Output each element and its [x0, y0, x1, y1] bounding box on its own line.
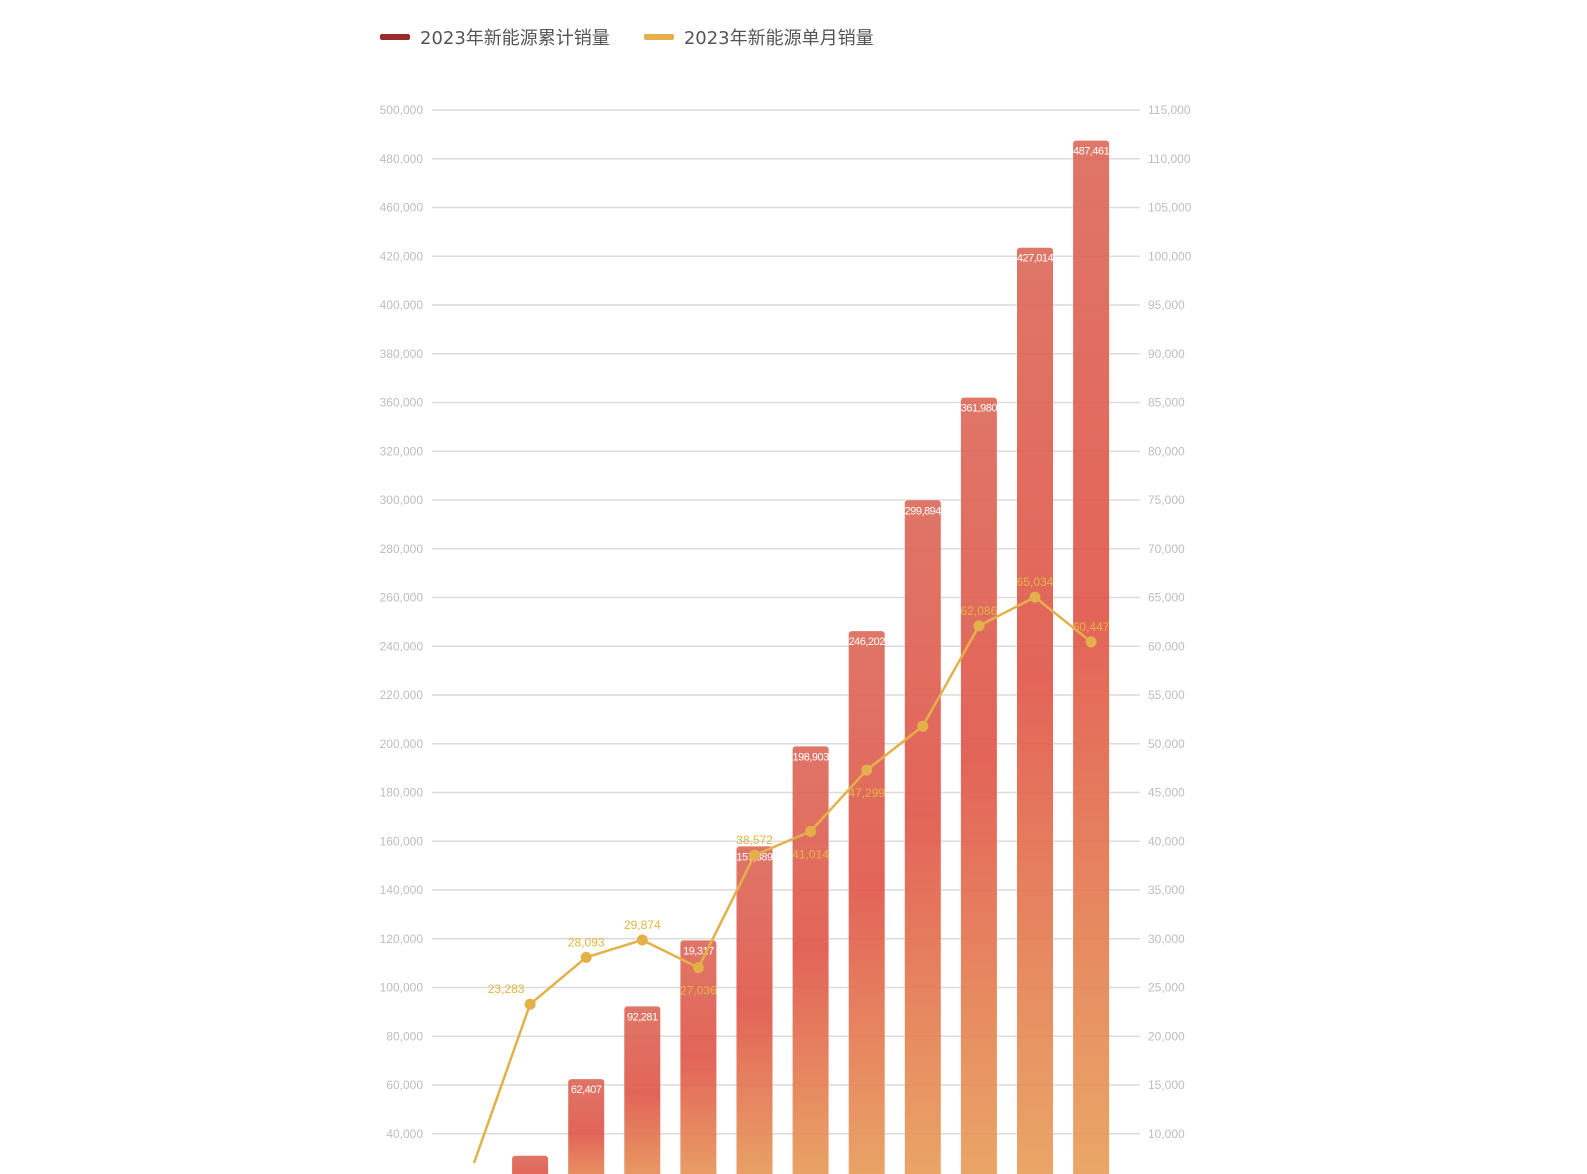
left-tick-label: 240,000: [380, 639, 424, 653]
left-tick-label: 40,000: [386, 1127, 423, 1141]
right-tick-label: 100,000: [1148, 249, 1192, 263]
line-point: [580, 951, 592, 963]
left-tick-label: 380,000: [380, 347, 424, 361]
line-point: [1085, 636, 1097, 648]
right-tick-label: 25,000: [1148, 981, 1185, 995]
legend-label-monthly: 2023年新能源单月销量: [683, 28, 874, 49]
legend-item-monthly[interactable]: 2023年新能源单月销量: [643, 24, 874, 50]
right-tick-label: 115,000: [1148, 103, 1191, 117]
line-point: [1029, 591, 1041, 603]
line-value-label: 60,447: [1073, 620, 1110, 634]
bar-value-label: 487,461: [1073, 146, 1110, 158]
bar: [680, 940, 717, 1174]
line-point: [917, 720, 929, 732]
right-tick-label: 40,000: [1148, 834, 1185, 848]
legend-label-cumulative: 2023年新能源累计销量: [420, 28, 610, 49]
left-tick-label: 420,000: [380, 249, 424, 263]
left-tick-label: 320,000: [380, 444, 424, 458]
right-tick-label: 95,000: [1148, 298, 1185, 312]
left-tick-label: 120,000: [380, 932, 424, 946]
bar-value-label: 427,014: [1017, 253, 1054, 265]
left-tick-label: 200,000: [380, 737, 424, 751]
line-value-label: 27,036: [680, 984, 717, 998]
line-value-label: 41,014: [792, 847, 829, 861]
left-tick-label: 260,000: [380, 591, 424, 605]
left-tick-label: 300,000: [380, 493, 424, 507]
left-tick-label: 140,000: [380, 883, 424, 897]
right-tick-label: 55,000: [1148, 688, 1185, 702]
left-tick-label: 480,000: [380, 152, 424, 166]
right-tick-label: 45,000: [1148, 786, 1185, 800]
bar: [624, 1006, 661, 1174]
right-tick-label: 105,000: [1148, 201, 1192, 215]
legend-swatch-monthly: [643, 34, 674, 40]
bar-value-label: 361,980: [961, 403, 998, 415]
bar-value-label: 246,202: [849, 636, 886, 648]
line-value-label: 65,034: [1017, 575, 1054, 589]
legend-item-cumulative[interactable]: 2023年新能源累计销量: [380, 24, 610, 50]
bar-series: 62,40792,28119,317157,889198,903246,2022…: [512, 140, 1110, 1174]
line-point: [524, 998, 536, 1010]
right-tick-label: 35,000: [1148, 883, 1185, 897]
bar: [848, 631, 885, 1174]
bar-value-label: 62,407: [571, 1084, 602, 1096]
line-point: [861, 764, 873, 776]
bar: [792, 746, 829, 1174]
bar: [736, 846, 773, 1174]
bar-value-label: 198,903: [792, 751, 829, 763]
line-value-label: 62,086: [961, 604, 998, 618]
line-point: [636, 934, 648, 946]
left-tick-label: 160,000: [380, 834, 424, 848]
legend: 2023年新能源累计销量 2023年新能源单月销量: [380, 24, 874, 50]
bar-value-label: 299,894: [905, 505, 942, 517]
right-tick-label: 80,000: [1148, 444, 1185, 458]
left-tick-label: 280,000: [380, 542, 424, 556]
bar: [1073, 140, 1110, 1174]
left-tick-label: 220,000: [380, 688, 424, 702]
left-tick-label: 360,000: [380, 396, 424, 410]
line-path: [472, 595, 1092, 1164]
bar: [568, 1079, 605, 1174]
line-point: [749, 849, 760, 861]
right-tick-label: 50,000: [1148, 737, 1185, 751]
right-tick-label: 110,000: [1148, 152, 1191, 166]
right-axis-ticks: 115,000 110,000 105,000 100,000 95,000 90,000…: [1148, 103, 1192, 1141]
left-tick-label: 80,000: [386, 1029, 423, 1043]
line-point: [805, 825, 817, 837]
line-value-label: 23,283: [488, 982, 525, 996]
right-tick-label: 10,000: [1148, 1127, 1185, 1141]
right-tick-label: 60,000: [1148, 639, 1185, 653]
right-tick-label: 20,000: [1148, 1029, 1185, 1043]
left-tick-label: 100,000: [380, 981, 424, 995]
line-value-label: 47,299: [848, 786, 885, 800]
bar: [512, 1155, 549, 1174]
left-tick-label: 500,000: [380, 103, 424, 117]
right-tick-label: 30,000: [1148, 932, 1185, 946]
line-value-label: 29,874: [624, 918, 661, 932]
line-point: [692, 962, 704, 974]
line-value-label: 28,093: [568, 935, 605, 949]
line-value-label: 38,572: [736, 833, 773, 847]
line-point: [973, 620, 985, 632]
right-tick-label: 15,000: [1148, 1078, 1185, 1092]
right-tick-label: 75,000: [1148, 493, 1185, 507]
right-tick-label: 70,000: [1148, 542, 1185, 556]
left-axis-ticks: 500,000 480,000 460,000 420,000 400,000 380,0…: [380, 103, 424, 1141]
line-series: 23,283 28,093 29,874 27,036 38,572 41,014 47,2…: [472, 575, 1110, 1164]
right-tick-label: 90,000: [1148, 347, 1185, 361]
left-tick-label: 60,000: [386, 1078, 423, 1092]
bar: [1017, 247, 1053, 1174]
bar-value-label: 92,281: [627, 1011, 658, 1023]
left-tick-label: 180,000: [380, 786, 424, 800]
legend-swatch-cumulative: [380, 34, 410, 40]
left-tick-label: 400,000: [380, 298, 424, 312]
right-tick-label: 65,000: [1148, 591, 1185, 605]
bar: [960, 397, 997, 1174]
bar: [904, 500, 941, 1174]
right-tick-label: 85,000: [1148, 396, 1185, 410]
left-tick-label: 460,000: [380, 201, 424, 215]
